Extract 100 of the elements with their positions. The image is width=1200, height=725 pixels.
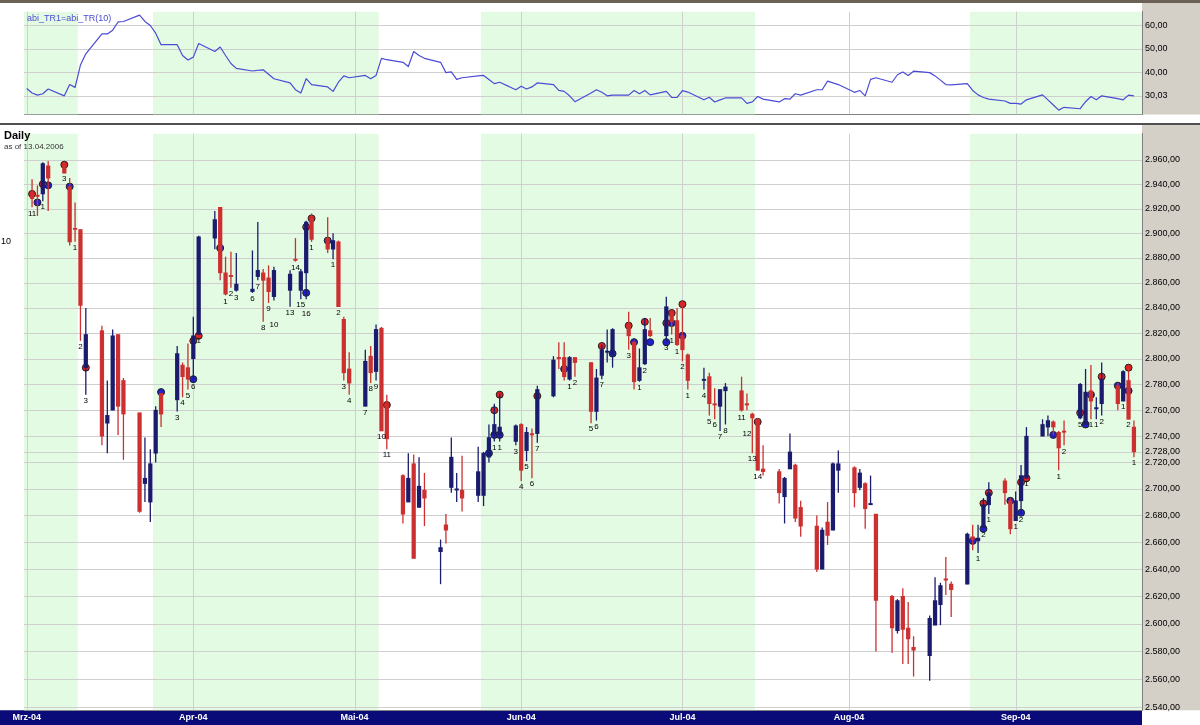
x-tick-label: Jun-04 bbox=[506, 712, 536, 723]
text: 1 bbox=[72, 243, 78, 253]
y-tick-label: 2.680,00 bbox=[1145, 509, 1181, 520]
text: 14 bbox=[753, 471, 763, 481]
text: 6 bbox=[250, 294, 255, 304]
text: 2 bbox=[228, 289, 234, 299]
text: 8 bbox=[260, 323, 266, 333]
text: 2 bbox=[1126, 420, 1131, 430]
y-tick-label: 40,00 bbox=[1145, 66, 1168, 77]
text: 11 bbox=[382, 450, 391, 460]
text: 15 bbox=[296, 300, 306, 310]
text: 1 bbox=[1056, 471, 1061, 481]
y-tick-label: 2.860,00 bbox=[1145, 277, 1181, 288]
y-tick-label: 60,00 bbox=[1145, 19, 1168, 30]
text: 6 bbox=[191, 381, 196, 391]
x-tick-label: Mrz-04 bbox=[12, 712, 41, 723]
y-tick-label: 2.740,00 bbox=[1145, 430, 1181, 441]
text: 13 bbox=[285, 307, 295, 317]
x-tick-label: Aug-04 bbox=[833, 712, 865, 723]
text: 3 bbox=[234, 292, 239, 302]
text: 4 bbox=[180, 398, 185, 408]
text: 1 bbox=[1024, 479, 1029, 489]
x-tick-label: Jul-04 bbox=[669, 712, 696, 723]
text: 10 bbox=[1, 236, 12, 247]
text: 9 bbox=[266, 304, 271, 314]
text: 14 bbox=[290, 262, 300, 272]
text: 1 bbox=[986, 515, 992, 525]
text: 1 bbox=[567, 381, 572, 391]
y-tick-label: 2.540,00 bbox=[1145, 701, 1181, 712]
y-tick-label: 2.880,00 bbox=[1145, 252, 1181, 263]
y-tick-label: 2.580,00 bbox=[1145, 645, 1181, 656]
text: 2 bbox=[572, 377, 578, 387]
y-tick-label: 2.560,00 bbox=[1145, 673, 1181, 684]
text: 2 bbox=[981, 530, 986, 539]
y-tick-label: 2.600,00 bbox=[1145, 618, 1181, 629]
y-tick-label: 2.940,00 bbox=[1145, 178, 1181, 189]
text: 4 bbox=[346, 395, 352, 405]
y-tick-label: 2.620,00 bbox=[1145, 590, 1181, 601]
y-tick-label: 2.728,00 bbox=[1145, 446, 1181, 457]
y-tick-label: 2.960,00 bbox=[1145, 154, 1181, 165]
text: 6 bbox=[594, 421, 599, 431]
y-tick-label: 2.900,00 bbox=[1145, 227, 1181, 238]
text: 12 bbox=[742, 429, 752, 439]
y-tick-label: 2.720,00 bbox=[1145, 456, 1181, 467]
text: 7 bbox=[535, 443, 540, 453]
y-tick-label: 2.640,00 bbox=[1145, 563, 1181, 574]
chart-title: Daily bbox=[4, 129, 32, 142]
text: 6 bbox=[529, 479, 535, 489]
text: 11 bbox=[27, 208, 37, 218]
text: 8 bbox=[723, 425, 728, 435]
text: 3 bbox=[341, 381, 347, 391]
text: 1 bbox=[669, 335, 674, 345]
x-tick-label: Apr-04 bbox=[179, 712, 208, 723]
y-tick-label: 50,00 bbox=[1145, 43, 1168, 54]
text: 1 bbox=[309, 243, 314, 253]
text: 3 bbox=[83, 395, 89, 405]
y-tick-label: 2.820,00 bbox=[1145, 327, 1181, 338]
text: 1 bbox=[196, 335, 201, 345]
y-tick-label: 2.660,00 bbox=[1145, 536, 1181, 547]
text: as of 13.04.2006 bbox=[4, 141, 64, 151]
x-tick-label: Sep-04 bbox=[1000, 712, 1031, 723]
text: 11 bbox=[737, 412, 746, 422]
text: 3 bbox=[62, 174, 67, 184]
text: 1 bbox=[637, 382, 642, 392]
y-tick-label: 2.760,00 bbox=[1145, 404, 1181, 415]
text: 1 bbox=[685, 390, 691, 400]
text: 1 bbox=[497, 442, 502, 452]
text: 6 bbox=[712, 420, 717, 430]
text: 1 bbox=[975, 554, 981, 564]
text: 1 bbox=[1094, 420, 1099, 430]
text: 1 bbox=[674, 347, 680, 357]
text: 5 bbox=[524, 462, 529, 472]
text: 4 bbox=[518, 482, 524, 492]
text: 1 bbox=[492, 442, 497, 452]
text: 7 bbox=[255, 281, 261, 291]
y-tick-label: 2.700,00 bbox=[1145, 483, 1181, 494]
text: 2 bbox=[1099, 416, 1104, 426]
text: 1 bbox=[1088, 420, 1094, 430]
text: 5 bbox=[1077, 420, 1083, 430]
text: 7 bbox=[363, 407, 368, 417]
text: 1 bbox=[1120, 402, 1126, 412]
text: 4 bbox=[701, 390, 707, 400]
text: 3 bbox=[626, 350, 631, 360]
text: 7 bbox=[599, 380, 605, 390]
text: 3 bbox=[513, 446, 519, 456]
text: 1 bbox=[40, 202, 46, 212]
text: 2 bbox=[680, 362, 685, 372]
text: 2 bbox=[78, 342, 83, 352]
text: 16 bbox=[301, 309, 311, 319]
text: 9 bbox=[373, 381, 379, 391]
text: 1 bbox=[223, 296, 228, 306]
series-label: abi_TR1=abi_TR(10) bbox=[27, 13, 112, 24]
text: 2 bbox=[1018, 515, 1024, 525]
text: 5 bbox=[185, 390, 191, 400]
text: 3 bbox=[174, 412, 180, 422]
y-tick-label: 2.920,00 bbox=[1145, 203, 1181, 214]
text: 2 bbox=[336, 307, 341, 317]
y-tick-label: 30,03 bbox=[1145, 90, 1168, 101]
y-tick-label: 2.840,00 bbox=[1145, 302, 1181, 313]
text: 5 bbox=[588, 424, 594, 434]
